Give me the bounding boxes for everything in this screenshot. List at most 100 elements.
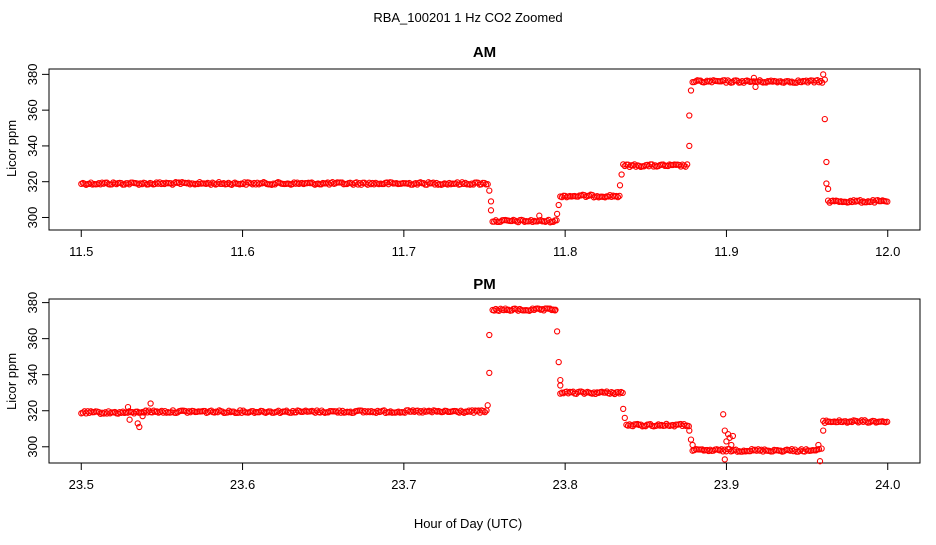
data-point	[142, 407, 149, 414]
data-point	[752, 83, 759, 91]
y-tick-label-pm: 320	[25, 400, 40, 422]
data-point	[821, 115, 828, 123]
panel-am: AM Licor ppm 11.5 11.6 11.7 11.8 11.9 12.0 30…	[4, 44, 921, 259]
data-point	[823, 158, 830, 166]
data-point	[884, 198, 891, 205]
data-point	[124, 403, 132, 411]
x-tick-label-am: 11.7	[392, 244, 416, 259]
data-point	[553, 328, 561, 335]
data-point	[484, 181, 491, 188]
data-point	[139, 412, 146, 420]
data-point	[626, 163, 633, 171]
panel-title-pm: PM	[473, 276, 496, 293]
y-tick-label-pm: 380	[25, 292, 40, 314]
y-tick-label-am: 320	[25, 171, 40, 193]
data-point	[555, 201, 562, 209]
data-point	[815, 441, 822, 449]
data-point	[557, 376, 564, 384]
data-point	[620, 405, 627, 413]
data-point	[487, 207, 495, 214]
data-point	[818, 445, 825, 452]
series-band-am	[78, 77, 891, 226]
data-point	[728, 441, 735, 449]
panel-pm: PM Licor ppm 23.5 23.6 23.7 23.8 23.9 24.0 30…	[4, 276, 921, 492]
x-axis-am: 11.5 11.6 11.7 11.8 11.9 12.0	[69, 229, 900, 259]
data-point	[553, 217, 560, 224]
x-tick-label-pm: 23.9	[714, 477, 739, 492]
data-point	[729, 432, 737, 440]
data-point	[550, 218, 557, 225]
data-point	[723, 438, 730, 445]
figure-title: RBA_100201 1 Hz CO2 Zoomed	[373, 10, 562, 25]
data-point	[619, 389, 626, 397]
data-point	[134, 420, 141, 427]
data-point	[486, 369, 493, 377]
data-point	[884, 418, 891, 425]
series-band-pm	[78, 305, 891, 455]
x-tick-label-am: 11.8	[553, 244, 577, 259]
data-point	[685, 423, 692, 430]
data-point	[821, 76, 828, 83]
data-point	[481, 179, 488, 187]
data-point	[689, 441, 696, 449]
y-axis-label-am: Licor ppm	[4, 120, 19, 177]
x-axis-label: Hour of Day (UTC)	[414, 516, 522, 531]
data-point	[621, 414, 628, 422]
data-point	[481, 408, 489, 416]
x-tick-label-am: 11.6	[230, 244, 254, 259]
data-point	[557, 382, 564, 389]
plot-frame-pm	[48, 298, 921, 464]
data-point	[553, 210, 561, 218]
panel-title-am: AM	[473, 44, 496, 61]
y-tick-label-pm: 340	[25, 364, 40, 386]
data-point	[136, 423, 143, 431]
data-point	[126, 416, 133, 423]
data-point	[147, 400, 154, 407]
data-point	[817, 77, 824, 85]
y-axis-am: 300 320 340 360 380	[25, 64, 50, 229]
x-tick-label-am: 11.5	[69, 244, 93, 259]
data-point	[486, 331, 493, 339]
y-tick-label-am: 380	[25, 64, 40, 86]
data-point	[721, 427, 728, 434]
y-tick-label-am: 340	[25, 135, 40, 157]
data-point	[614, 193, 622, 201]
data-point	[686, 142, 693, 150]
data-point	[687, 87, 695, 94]
data-point	[719, 448, 727, 455]
data-point	[536, 212, 543, 219]
data-point	[616, 182, 624, 189]
data-point	[486, 187, 493, 194]
y-axis-pm: 300 320 340 360 380	[25, 292, 50, 458]
data-point	[552, 306, 559, 313]
data-point	[484, 402, 491, 409]
data-point	[823, 180, 830, 187]
data-point	[687, 436, 695, 443]
data-point	[816, 458, 824, 465]
data-points-am	[78, 71, 891, 226]
data-point	[555, 358, 562, 366]
data-point	[820, 71, 827, 78]
y-tick-label-am: 300	[25, 207, 40, 229]
data-point	[726, 434, 733, 441]
data-point	[487, 198, 495, 205]
data-point	[684, 161, 691, 168]
y-tick-label-pm: 300	[25, 436, 40, 458]
data-points-pm	[78, 305, 891, 465]
x-axis-pm: 23.5 23.6 23.7 23.8 23.9 24.0	[69, 462, 900, 492]
x-tick-label-am: 11.9	[714, 244, 738, 259]
data-point	[721, 456, 728, 463]
data-point	[616, 390, 623, 397]
data-point	[815, 79, 823, 86]
data-point	[820, 427, 827, 434]
x-tick-label-pm: 23.8	[552, 477, 577, 492]
data-point	[618, 171, 625, 178]
plot-frame-am	[48, 68, 921, 231]
x-tick-label-pm: 23.6	[230, 477, 255, 492]
data-point	[686, 112, 693, 119]
data-point	[750, 74, 758, 82]
x-tick-label-pm: 23.5	[69, 477, 94, 492]
data-point	[616, 192, 623, 200]
